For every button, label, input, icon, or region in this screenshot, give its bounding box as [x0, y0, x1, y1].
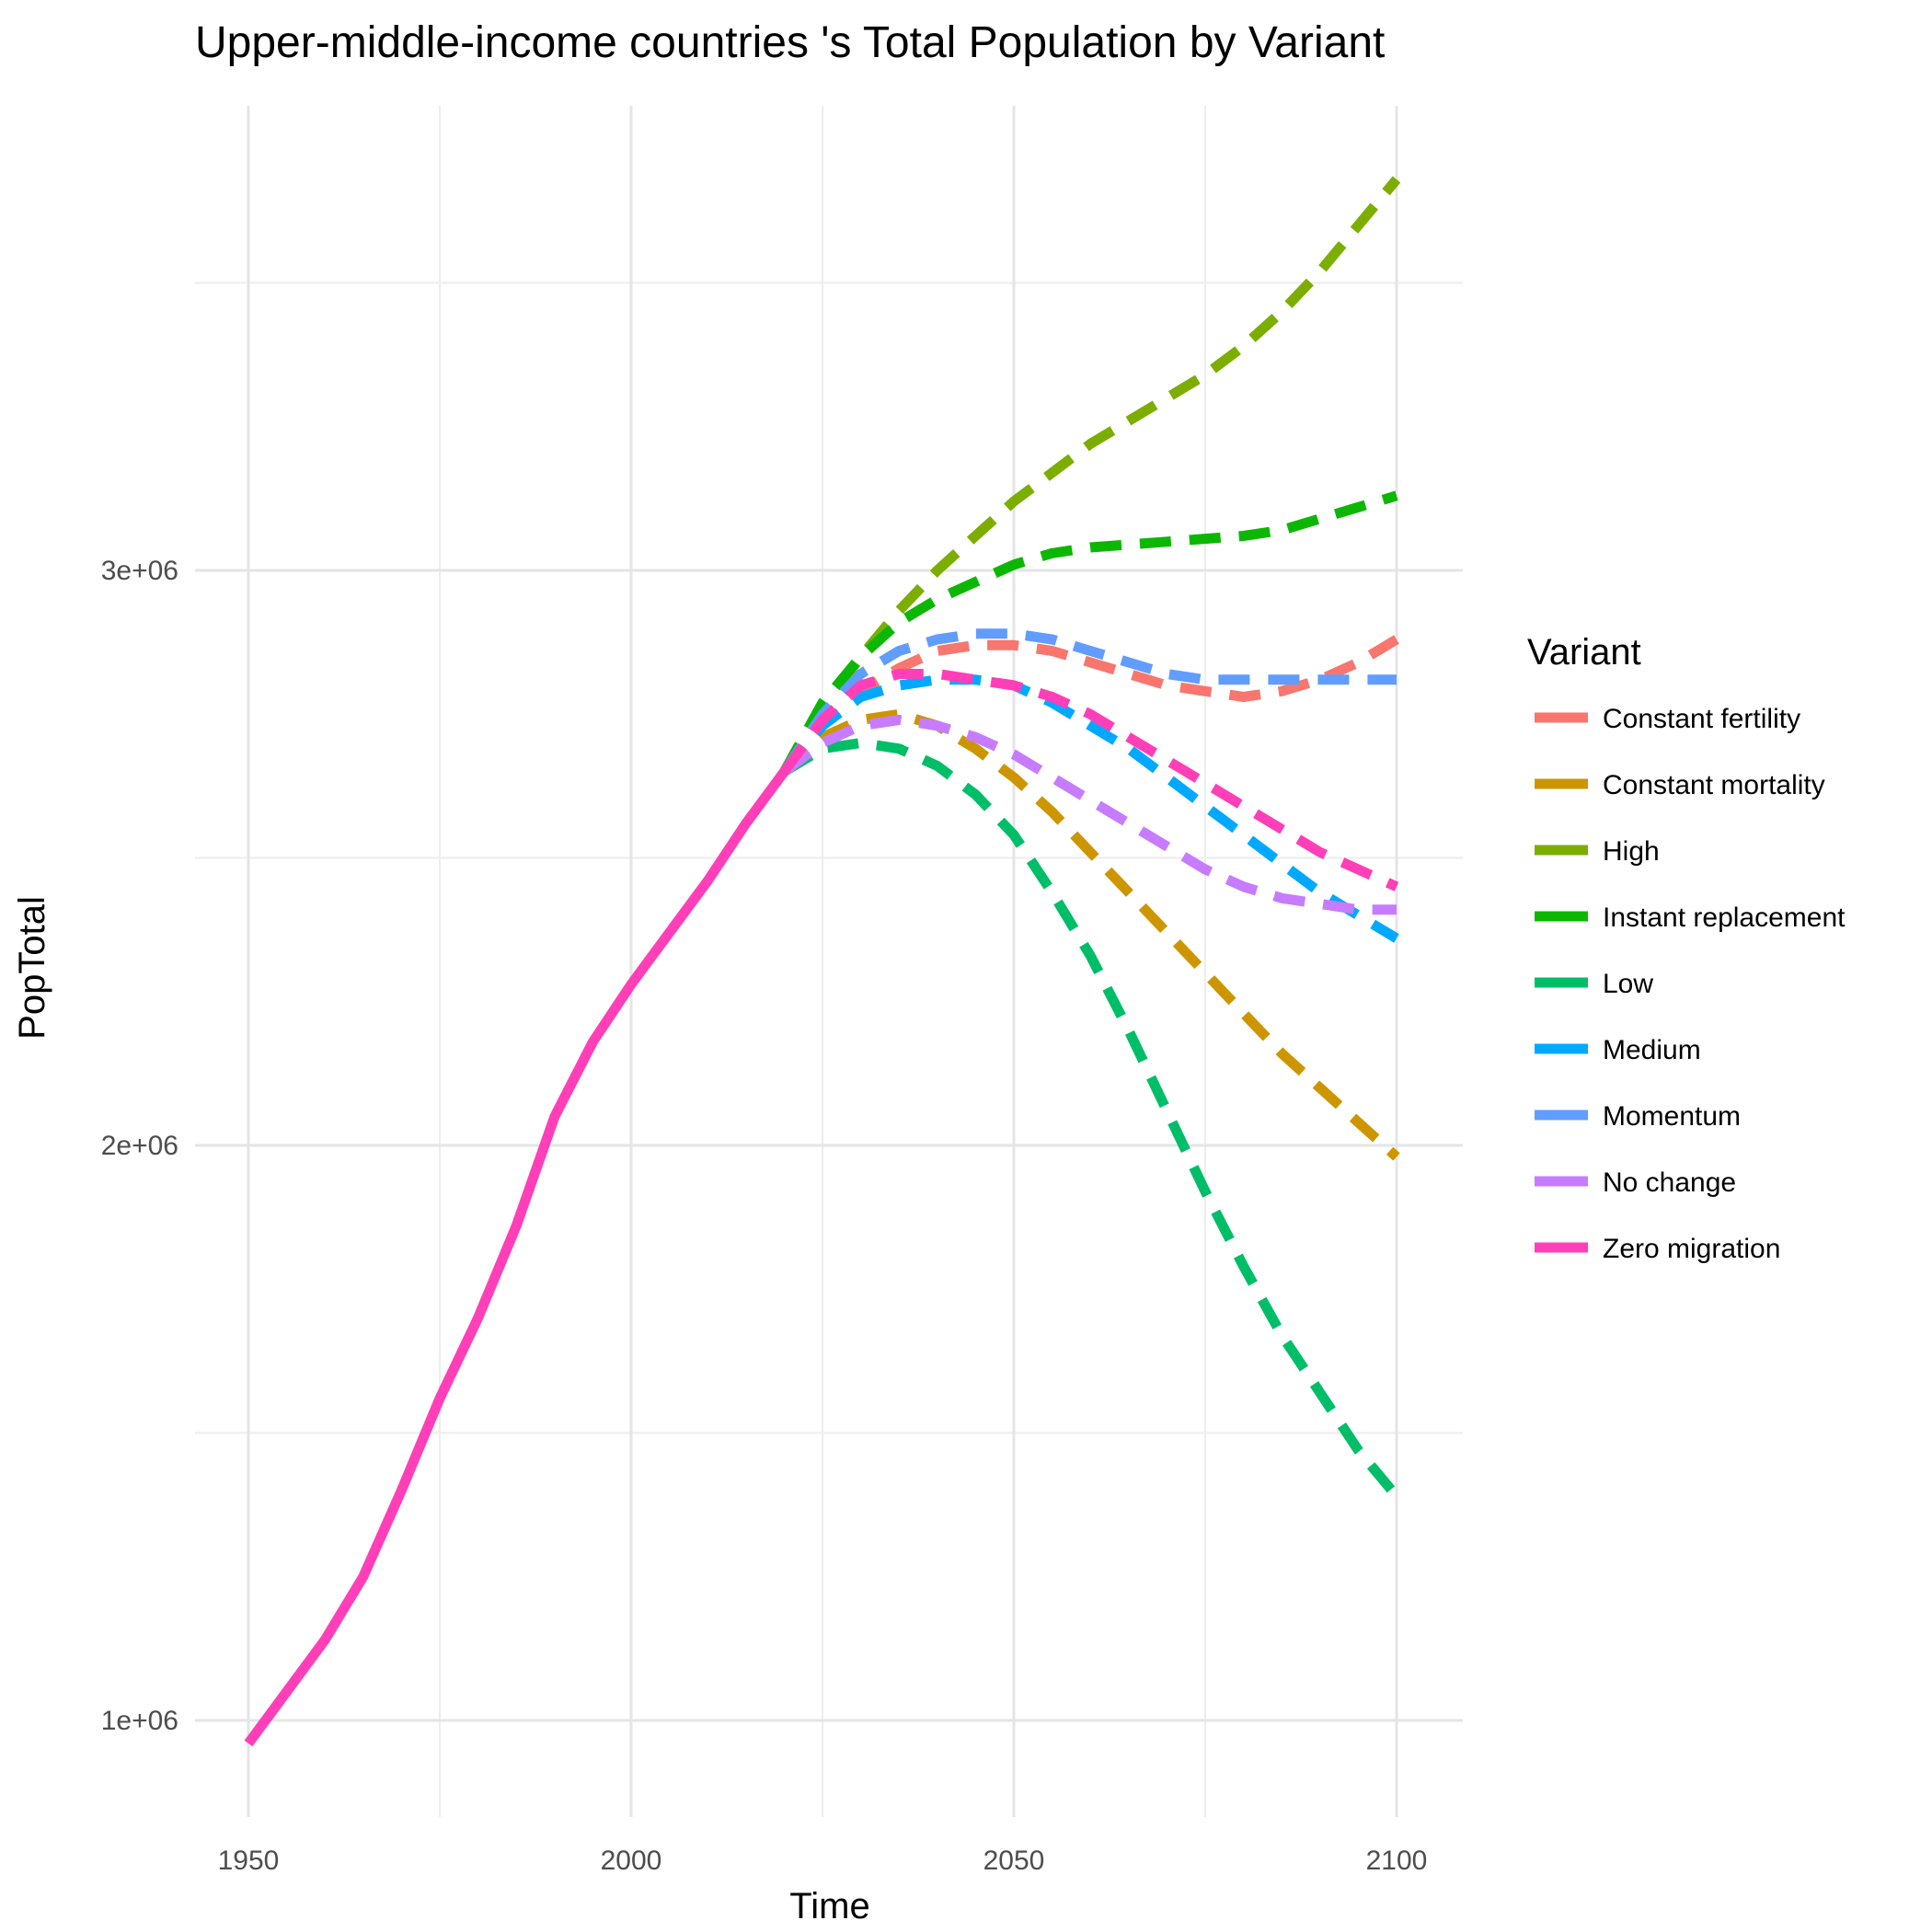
legend-item: Momentum [1535, 1101, 1741, 1132]
series-line-momentum [779, 628, 1397, 775]
series-line-zero-migration [779, 669, 1399, 891]
series-layer [244, 176, 1401, 1747]
series-line-constant-mortality [780, 708, 1400, 1161]
legend-label: No change [1603, 1167, 1736, 1198]
legend-item: No change [1535, 1167, 1736, 1198]
x-axis-ticks: 1950 2000 2050 2100 [218, 1846, 1428, 1876]
legend-label: Constant fertility [1603, 704, 1800, 734]
series-line-high [779, 176, 1401, 775]
legend-label: Constant mortality [1603, 770, 1825, 800]
legend-label: High [1603, 836, 1660, 867]
x-tick-label: 1950 [218, 1846, 280, 1876]
y-tick-label: 2e+06 [101, 1131, 178, 1161]
series-line-medium [780, 674, 1399, 943]
legend-item: High [1535, 836, 1660, 867]
legend-title: Variant [1527, 632, 1641, 673]
legend-label: Medium [1603, 1035, 1701, 1065]
legend-item: Low [1535, 969, 1653, 999]
y-tick-label: 1e+06 [101, 1706, 178, 1736]
series-line-instant-replacement [779, 490, 1398, 775]
series-line-constant-fertility [780, 635, 1399, 776]
legend-item: Constant fertility [1535, 704, 1800, 734]
legend-label: Momentum [1603, 1101, 1741, 1132]
x-tick-label: 2100 [1366, 1846, 1428, 1876]
legend-item: Instant replacement [1535, 903, 1846, 933]
x-tick-label: 2050 [983, 1846, 1045, 1876]
x-axis-title: Time [789, 1886, 869, 1926]
x-tick-label: 2000 [601, 1846, 662, 1876]
series-line-no-change [781, 715, 1397, 915]
series-line-low [781, 738, 1401, 1500]
legend-label: Low [1603, 969, 1653, 999]
legend: Variant Constant fertility Constant morta… [1527, 632, 1846, 1264]
legend-label: Zero migration [1603, 1234, 1780, 1264]
y-axis-ticks: 1e+06 2e+06 3e+06 [101, 556, 178, 1736]
legend-label: Instant replacement [1603, 903, 1846, 933]
legend-item: Medium [1535, 1035, 1701, 1065]
chart-title: Upper-middle-income countries 's Total P… [195, 18, 1385, 67]
y-axis-title: PopTotal [12, 896, 52, 1040]
legend-item: Constant mortality [1535, 770, 1825, 800]
legend-item: Zero migration [1535, 1234, 1780, 1264]
grid [195, 106, 1463, 1817]
series-line-history [244, 768, 788, 1747]
y-tick-label: 3e+06 [101, 556, 178, 586]
